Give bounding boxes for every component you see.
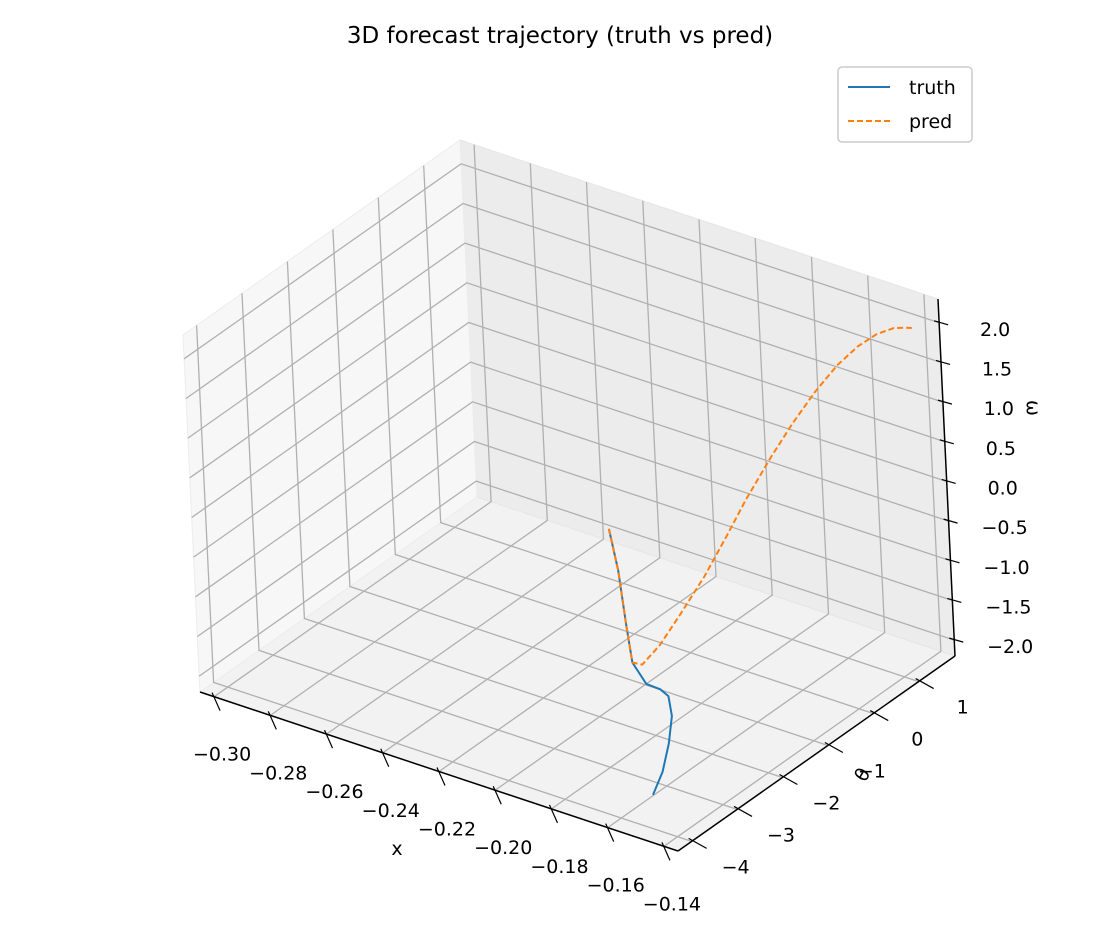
x-tick — [267, 711, 277, 730]
z-tick-label: −2.0 — [987, 636, 1033, 658]
x-tick — [661, 842, 671, 861]
tick-labels: −0.30−0.28−0.26−0.24−0.22−0.20−0.18−0.16… — [193, 319, 1033, 916]
y-tick-label: −2 — [812, 793, 840, 815]
grid-line-x — [438, 219, 717, 773]
x-tick-label: −0.20 — [474, 837, 532, 859]
x-tick — [323, 729, 334, 749]
x-tick — [380, 748, 390, 768]
grid-line-x — [213, 144, 492, 698]
grid-line-z — [195, 401, 951, 598]
x-tick — [436, 767, 446, 786]
grid-line-y — [377, 197, 874, 715]
z-tick-label: 2.0 — [980, 319, 1010, 341]
axis-lines — [199, 298, 964, 861]
legend: truth pred — [837, 66, 973, 143]
y-tick — [688, 837, 707, 849]
grid-line-y — [195, 325, 692, 843]
grid-line-y — [423, 165, 919, 683]
grid-line-z — [189, 282, 946, 479]
grid-line-z — [185, 202, 942, 400]
z-tick — [935, 359, 951, 366]
grid-line-y — [332, 229, 829, 747]
x-tick-label: −0.22 — [418, 819, 476, 841]
grid-line-x — [382, 200, 661, 754]
z-tick — [943, 518, 958, 524]
z-tick-label: −0.5 — [982, 517, 1028, 539]
x-tick-label: −0.24 — [362, 800, 420, 822]
x-tick — [492, 785, 502, 805]
x-tick-label: −0.30 — [193, 744, 251, 766]
x-axis-label: x — [391, 838, 402, 860]
x-tick — [211, 692, 221, 711]
y-tick — [869, 710, 889, 722]
grid-line-y — [241, 293, 738, 811]
grid-line-x — [269, 163, 548, 716]
legend-label-pred: pred — [909, 111, 952, 133]
z-tick-label: 1.5 — [982, 359, 1012, 381]
z-tick — [941, 478, 956, 485]
grid-line-x — [326, 182, 605, 735]
z-tick — [933, 320, 949, 326]
grid-line-z — [183, 163, 940, 360]
y-tick — [824, 741, 844, 754]
y-tick — [779, 773, 798, 785]
grid-line-x — [663, 294, 942, 847]
z-tick — [937, 399, 953, 405]
z-tick — [949, 637, 964, 643]
legend-label-truth: truth — [909, 77, 956, 99]
x-tick — [548, 804, 559, 824]
z-axis-line — [937, 298, 956, 657]
x-tick-label: −0.26 — [305, 781, 363, 803]
z-tick — [947, 597, 962, 604]
grid-line-z — [193, 361, 949, 558]
series-line-pred — [607, 326, 912, 666]
x-tick-label: −0.18 — [530, 856, 588, 878]
grid-line-x — [607, 275, 886, 829]
grid-line-x — [551, 256, 830, 810]
series-line-truth — [607, 528, 673, 796]
x-tick-label: −0.28 — [249, 762, 307, 784]
z-tick-label: −1.5 — [985, 597, 1031, 619]
z-tick — [945, 558, 960, 564]
y-tick — [915, 678, 934, 690]
x-tick — [605, 823, 615, 842]
y-tick-label: 0 — [911, 729, 923, 751]
y-axis-line — [677, 655, 956, 852]
y-tick-label: −1 — [858, 761, 886, 783]
grid-line-z — [197, 440, 953, 638]
z-tick-label: 0.5 — [986, 438, 1016, 460]
x-tick-label: −0.14 — [643, 893, 701, 915]
z-tick-label: 0.0 — [988, 478, 1018, 500]
grid-line-z — [198, 480, 955, 677]
y-tick — [733, 805, 753, 817]
grid-line-z — [191, 321, 947, 519]
z-tick — [939, 439, 954, 445]
z-axis-label: ω — [1022, 400, 1044, 416]
y-tick-label: −3 — [767, 824, 795, 846]
grid-line-z — [187, 242, 944, 439]
x-tick-label: −0.16 — [587, 875, 645, 897]
legend-frame — [837, 66, 973, 143]
z-tick-label: −1.0 — [983, 557, 1029, 579]
grid-line-x — [494, 238, 773, 791]
z-tick-label: 1.0 — [984, 398, 1014, 420]
chart-title: 3D forecast trajectory (truth vs pred) — [347, 23, 773, 49]
grid-lines — [183, 144, 955, 847]
y-tick-label: 1 — [957, 697, 969, 719]
y-tick-label: −4 — [722, 856, 750, 878]
series-layer — [607, 326, 912, 796]
grid-line-y — [286, 261, 783, 779]
